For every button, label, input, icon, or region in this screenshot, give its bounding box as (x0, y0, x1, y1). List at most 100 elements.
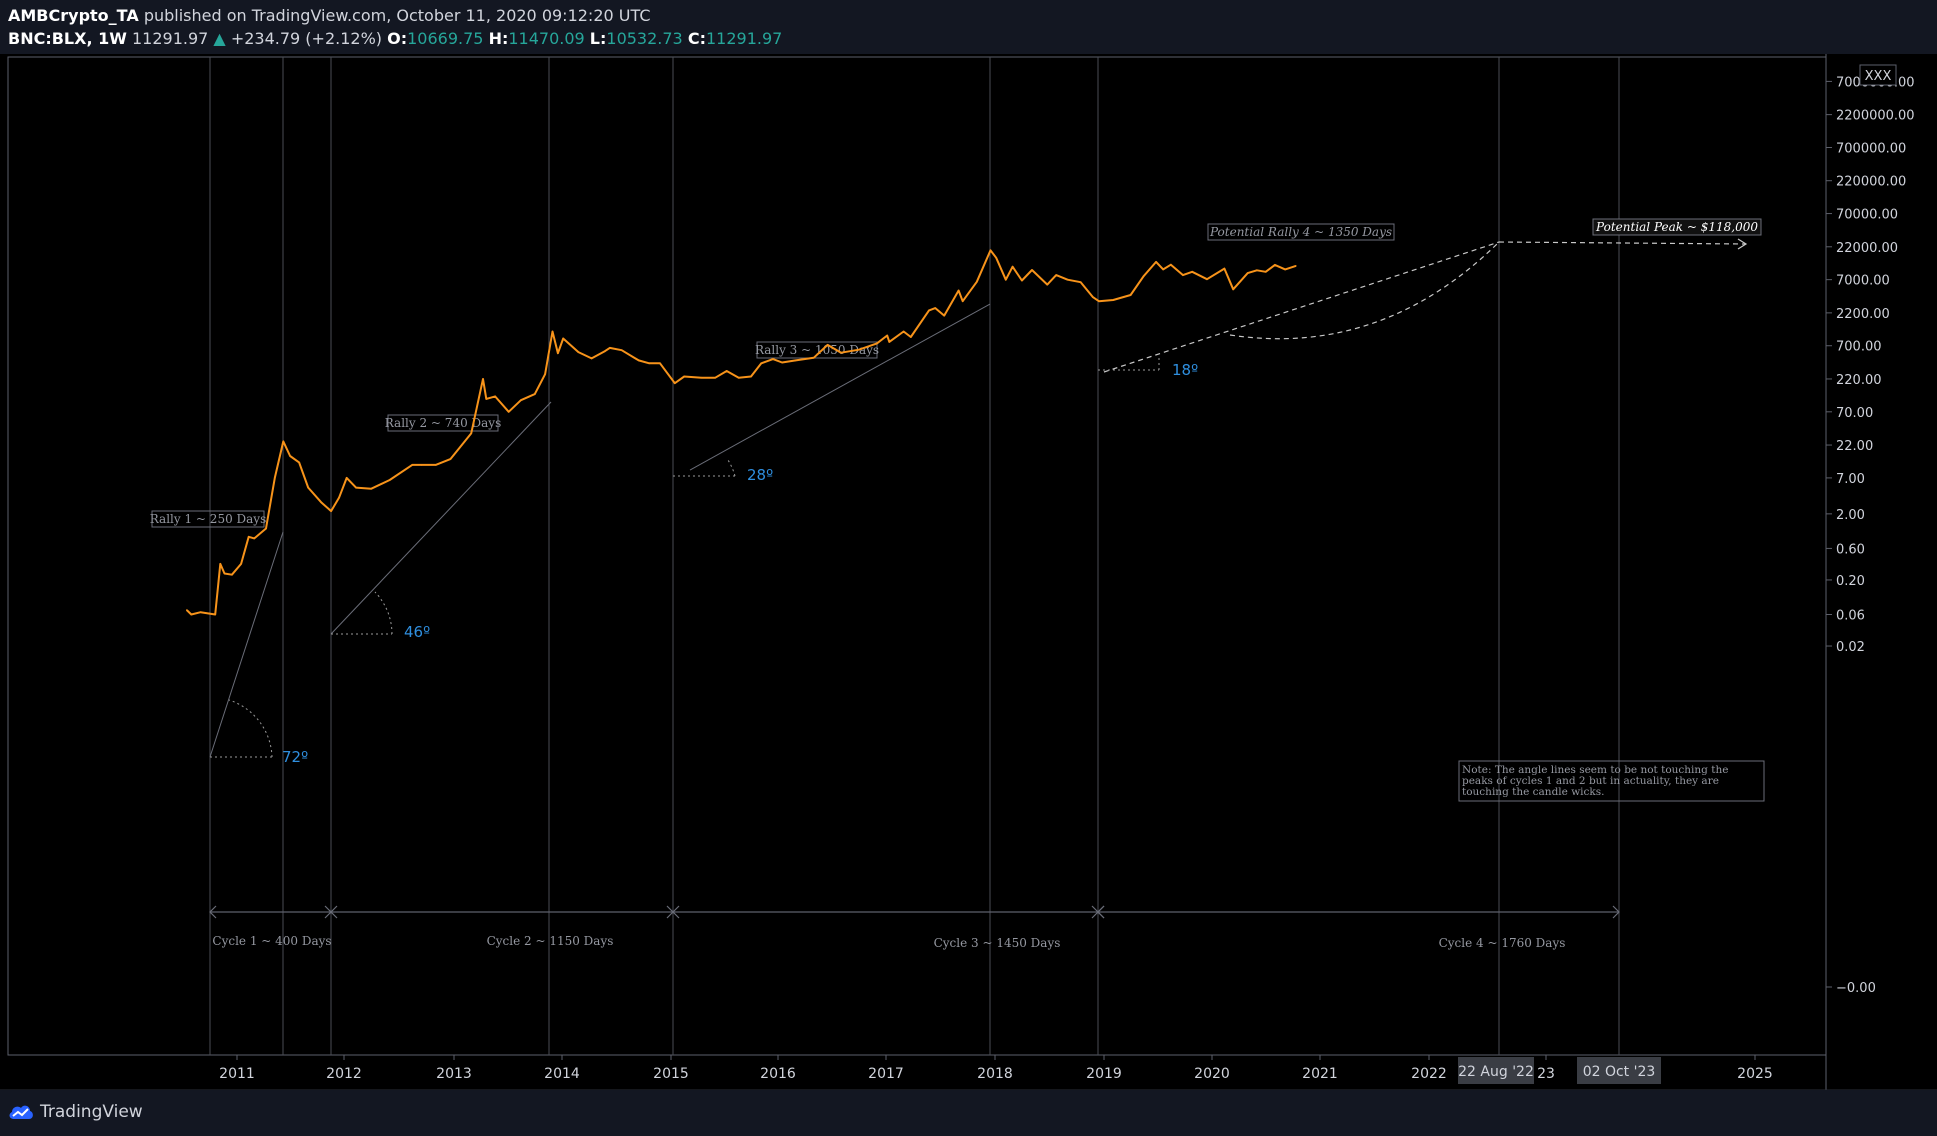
price-tick-label: 22.00 (1836, 439, 1873, 454)
chart-header: AMBCrypto_TA published on TradingView.co… (0, 0, 1937, 54)
price-point (470, 432, 473, 435)
rally-trend-line (330, 401, 552, 635)
rally-label-box (1207, 223, 1395, 241)
price-tick-label: 0.60 (1836, 542, 1865, 557)
price-point (1206, 278, 1208, 281)
price-point (370, 487, 373, 490)
price-point (1295, 265, 1297, 267)
price-tick-label: 2.00 (1836, 508, 1865, 523)
price-tick-label: 220.00 (1836, 373, 1882, 388)
price-point (794, 359, 797, 362)
price-point (1170, 263, 1172, 266)
price-tick-label: 22000.00 (1836, 241, 1898, 256)
price-tick-label: 2200.00 (1836, 307, 1890, 322)
price-point (1155, 261, 1157, 263)
price-point (590, 357, 593, 360)
close-value: 11291.97 (705, 29, 783, 48)
arrow-left-icon (209, 905, 217, 919)
arrow-left-icon (1097, 905, 1105, 919)
price-point (934, 307, 937, 309)
open-label: O: (387, 29, 408, 48)
price-point (420, 464, 423, 466)
price-point (1098, 300, 1100, 303)
price-point (482, 378, 484, 380)
publish-info: AMBCrypto_TA published on TradingView.co… (8, 6, 650, 25)
time-tick-label: 2013 (436, 1066, 472, 1082)
angle-arc (727, 459, 736, 477)
price-point (231, 573, 233, 576)
price-point (1232, 288, 1234, 291)
price-tick-label: 0.20 (1836, 574, 1865, 589)
last-price: 11291.97 (131, 29, 209, 48)
price-point (274, 477, 276, 479)
date-badge-label: 22 Aug '22 (1458, 1064, 1534, 1080)
price-point (1129, 294, 1132, 296)
price-point (219, 563, 222, 565)
price-point (388, 479, 391, 481)
price-point (1264, 271, 1267, 273)
price-point (659, 362, 661, 365)
price-tick-label: 700000.00 (1836, 141, 1906, 156)
cycle-label: Cycle 2 ~ 1150 Days (487, 934, 614, 948)
time-tick-label: 2019 (1086, 1066, 1122, 1082)
rally-label: Rally 1 ~ 250 Days (150, 512, 266, 526)
peak-label: Potential Peak ~ $118,000 (1595, 220, 1758, 234)
price-point (485, 398, 488, 400)
price-chart[interactable]: 72º 46º 28º 18º Cycle 1 ~ 400 Days Cycle 2 ~ … (0, 54, 1937, 1090)
angle-label: 28º (747, 466, 773, 484)
price-tick-label: 22000000.00 (1836, 54, 1923, 58)
price-point (886, 334, 888, 337)
price-point (876, 342, 878, 345)
time-tick-label: 2018 (977, 1066, 1013, 1082)
price-point (750, 375, 752, 378)
time-tick-label: 2015 (653, 1066, 689, 1082)
time-tick-label: 2016 (760, 1066, 796, 1082)
tradingview-logo[interactable]: TradingView (8, 1102, 143, 1122)
price-tick-label: 0.02 (1836, 640, 1865, 655)
price-point (1284, 268, 1286, 271)
price-point (223, 572, 226, 575)
price-point (190, 613, 193, 616)
price-point (208, 612, 211, 615)
price-point (961, 300, 964, 303)
price-point (289, 455, 291, 457)
rally-label-box (151, 510, 265, 528)
published-text: published on TradingView.com, October 11… (143, 6, 651, 25)
price-point (345, 477, 348, 479)
price-tick-label: −0.00 (1836, 981, 1876, 996)
price-point (1031, 269, 1033, 271)
price-point (902, 330, 905, 333)
price-point (458, 447, 461, 449)
projected-curve-line (1229, 241, 1500, 340)
rally-trend-line (209, 531, 284, 758)
price-point (760, 362, 763, 365)
price-point (562, 337, 564, 340)
tradingview-cloud-icon (9, 1105, 33, 1119)
cycle-marker-icon (324, 905, 338, 919)
price-point (683, 375, 685, 378)
angle-label: 72º (282, 748, 308, 766)
rally-label-box (756, 341, 878, 359)
price-point (240, 563, 242, 565)
price-point (551, 330, 554, 333)
author-name[interactable]: AMBCrypto_TA (8, 6, 139, 25)
price-point (1066, 278, 1069, 281)
price-tick-label: 70.00 (1836, 406, 1873, 421)
price-point (282, 440, 285, 443)
price-point (1005, 278, 1007, 281)
date-badge-box (1577, 1057, 1661, 1084)
time-tick-label: 2014 (544, 1066, 580, 1082)
price-change: +234.79 (+2.12%) (230, 29, 383, 48)
price-point (725, 370, 728, 372)
price-point (928, 309, 930, 312)
price-point (826, 344, 829, 346)
time-tick-label: 2022 (1411, 1066, 1447, 1082)
symbol-label[interactable]: BNC:BLX, 1W (8, 29, 127, 48)
price-point (781, 361, 783, 364)
price-point (1162, 268, 1164, 271)
close-label: C: (687, 29, 706, 48)
price-point (714, 376, 717, 379)
rally-trend-line (689, 303, 991, 471)
price-point (494, 395, 496, 398)
price-point (1112, 299, 1114, 301)
